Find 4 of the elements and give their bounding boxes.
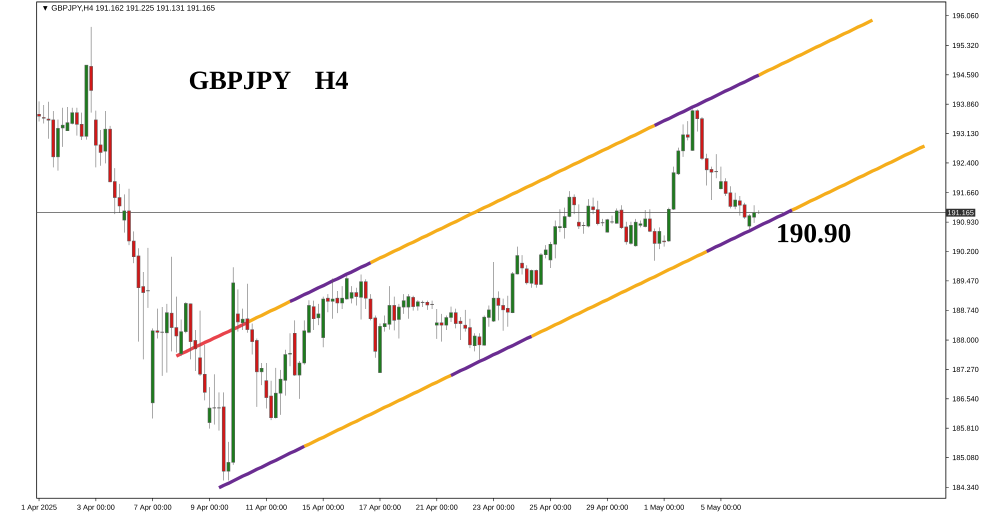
- text: GBPJPY H4: [190, 72, 348, 90]
- candlestick: [37, 101, 41, 122]
- candlestick: [42, 104, 46, 124]
- annotation: 190.90: [778, 224, 850, 243]
